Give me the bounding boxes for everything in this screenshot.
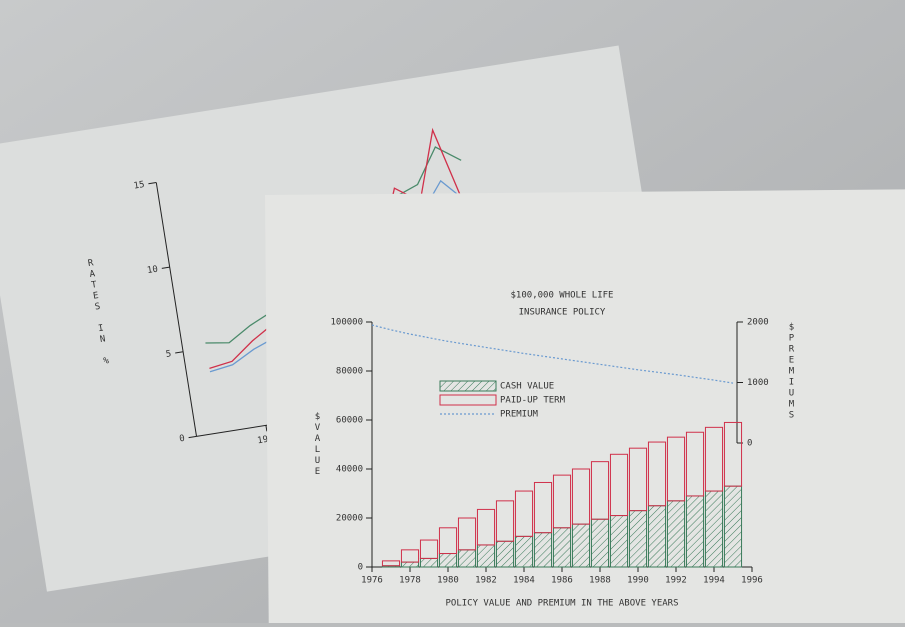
bar-segment bbox=[571, 468, 591, 525]
bar-segment bbox=[533, 481, 553, 534]
x-tick-label: 1978 bbox=[399, 576, 421, 586]
y-tick bbox=[175, 351, 184, 354]
legend-swatch bbox=[439, 394, 497, 406]
bar-segment bbox=[609, 453, 629, 517]
chart-title: $100,000 WHOLE LIFE bbox=[511, 291, 614, 301]
bar-segment bbox=[628, 510, 648, 568]
premium-line bbox=[371, 324, 734, 384]
y-tick-label: 0 bbox=[358, 563, 363, 573]
x-tick bbox=[265, 425, 268, 432]
bar-segment bbox=[723, 421, 743, 487]
bar-segment bbox=[647, 505, 667, 568]
bar-segment bbox=[476, 544, 496, 568]
bar-segment bbox=[476, 508, 496, 546]
bar-segment bbox=[457, 549, 477, 568]
front-page bbox=[265, 189, 905, 627]
y-tick-label: 20000 bbox=[336, 514, 363, 524]
bar-segment bbox=[609, 515, 629, 568]
x-tick-label: 1980 bbox=[437, 576, 459, 586]
y2-tick-label: 2000 bbox=[747, 318, 769, 328]
y-tick-label: 10 bbox=[146, 265, 158, 277]
bar-segment bbox=[400, 561, 420, 568]
bar-segment bbox=[438, 527, 458, 555]
y-axis bbox=[155, 182, 197, 437]
bar-segment bbox=[590, 518, 610, 568]
bar-segment bbox=[533, 532, 553, 568]
y-tick bbox=[161, 266, 170, 269]
bar-segment bbox=[647, 441, 667, 507]
y-tick-label: 80000 bbox=[336, 367, 363, 377]
y-axis-label: $VALUE bbox=[313, 412, 323, 478]
x-tick-label: 1988 bbox=[589, 576, 611, 586]
bar-segment bbox=[571, 523, 591, 568]
y-tick-label: 5 bbox=[165, 349, 172, 360]
bar-segment bbox=[400, 549, 420, 563]
bar-segment bbox=[419, 539, 439, 559]
bar-segment bbox=[514, 535, 534, 568]
y-tick-label: 100000 bbox=[330, 318, 363, 328]
x-tick-label: 1994 bbox=[703, 576, 725, 586]
bar-segment bbox=[704, 490, 724, 568]
x-tick-label: 1976 bbox=[361, 576, 383, 586]
x-tick-label: 1996 bbox=[741, 576, 763, 586]
bar-segment bbox=[495, 500, 515, 542]
y-tick bbox=[148, 182, 157, 185]
x-tick-label: 1986 bbox=[551, 576, 573, 586]
bar-segment bbox=[552, 474, 572, 529]
bar-segment bbox=[590, 461, 610, 520]
y-tick-label: 0 bbox=[179, 434, 186, 445]
bar-segment bbox=[685, 431, 705, 497]
x-axis-label: POLICY VALUE AND PREMIUM IN THE ABOVE YE… bbox=[446, 599, 679, 609]
chart-subtitle: INSURANCE POLICY bbox=[519, 308, 606, 318]
bar-segment bbox=[723, 485, 743, 568]
front-chart: $100,000 WHOLE LIFE INSURANCE POLICY POL… bbox=[313, 291, 797, 609]
y-tick bbox=[188, 435, 197, 439]
y-tick-label: 60000 bbox=[336, 416, 363, 426]
bar-segment bbox=[704, 426, 724, 492]
x-tick-label: 1984 bbox=[513, 576, 535, 586]
bar-segment bbox=[438, 553, 458, 568]
legend-label: PREMIUM bbox=[500, 410, 539, 420]
bar-segment bbox=[457, 517, 477, 551]
bar-segment bbox=[685, 495, 705, 568]
y2-tick-label: 0 bbox=[747, 439, 752, 449]
y2-axis-label: $PREMIUMS bbox=[787, 323, 797, 422]
legend-swatch bbox=[439, 380, 497, 392]
bar-segment bbox=[419, 557, 439, 568]
bar-segment bbox=[666, 500, 686, 568]
bar-segment bbox=[666, 436, 686, 502]
legend-label: PAID-UP TERM bbox=[500, 396, 566, 406]
y-tick-label: 40000 bbox=[336, 465, 363, 475]
bar-segment bbox=[552, 527, 572, 568]
bar-segment bbox=[628, 447, 648, 512]
bar-segment bbox=[514, 490, 534, 537]
bar-segment bbox=[495, 540, 515, 568]
y-tick-label: 15 bbox=[133, 180, 145, 192]
bar-segment bbox=[381, 560, 401, 567]
x-tick-label: 1982 bbox=[475, 576, 497, 586]
x-tick-label: 1990 bbox=[627, 576, 649, 586]
x-tick-label: 1992 bbox=[665, 576, 687, 586]
y2-tick-label: 1000 bbox=[747, 378, 769, 388]
legend-label: CASH VALUE bbox=[500, 382, 554, 392]
